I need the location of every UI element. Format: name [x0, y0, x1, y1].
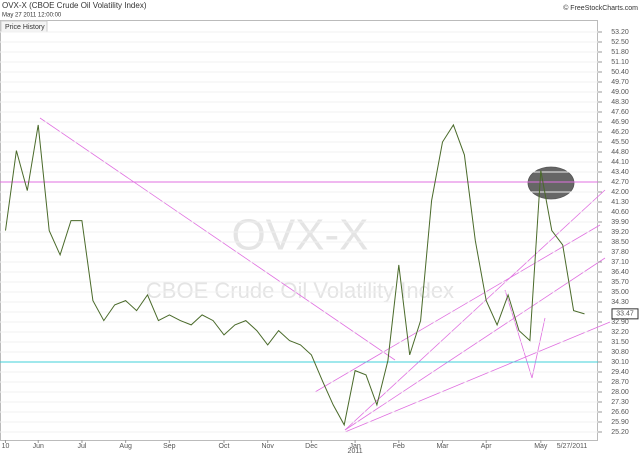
y-tick-label: 46.20 [611, 129, 629, 136]
y-tick-label: 28.70 [611, 379, 629, 386]
watermark: OVX-X [232, 211, 369, 260]
y-tick-label: 43.40 [611, 169, 629, 176]
x-tick-label: Mar [436, 443, 449, 450]
y-tick-label: 50.40 [611, 69, 629, 76]
x-tick-label: May [534, 443, 548, 450]
y-tick-label: 30.80 [611, 349, 629, 356]
y-tick-label: 28.00 [611, 389, 629, 396]
plot-frame [0, 20, 598, 441]
y-tick-label: 37.80 [611, 249, 629, 256]
y-tick-label: 44.10 [611, 159, 629, 166]
y-tick-label: 41.30 [611, 199, 629, 206]
y-tick-label: 51.10 [611, 59, 629, 66]
y-tick-label: 25.90 [611, 419, 629, 426]
y-tick-label: 48.30 [611, 99, 629, 106]
x-tick-label: Dec [305, 443, 318, 450]
x-tick-label: Jan [349, 443, 360, 450]
price-line [5, 123, 585, 427]
y-tick-label: 26.60 [611, 409, 629, 416]
y-tick-label: 29.40 [611, 369, 629, 376]
y-tick-label: 34.30 [611, 299, 629, 306]
y-tick-label: 37.10 [611, 259, 629, 266]
subtitle: May 27 2011 12:00:00 [2, 13, 62, 19]
y-tick-label: 46.90 [611, 119, 629, 126]
year-label: 2011 [348, 448, 363, 453]
y-tick-label: 31.50 [611, 339, 629, 346]
y-tick-label: 32.90 [611, 319, 629, 326]
x-tick-label: Jun [33, 443, 44, 450]
tab-label[interactable]: Price History [5, 24, 45, 31]
y-tick-label: 30.10 [611, 359, 629, 366]
x-tick-label: Apr [481, 443, 493, 450]
y-tick-label: 44.80 [611, 149, 629, 156]
y-tick-label: 39.20 [611, 229, 629, 236]
y-tick-label: 47.60 [611, 109, 629, 116]
y-tick-label: 53.20 [611, 29, 629, 36]
y-tick-label: 42.00 [611, 189, 629, 196]
source: © FreeStockCharts.com [563, 4, 638, 12]
y-tick-label: 35.70 [611, 279, 629, 286]
y-tick-label: 49.70 [611, 79, 629, 86]
y-tick-label: 49.00 [611, 89, 629, 96]
y-tick-label: 42.70 [611, 179, 629, 186]
y-tick-label: 52.50 [611, 39, 629, 46]
y-tick-label: 25.20 [611, 429, 629, 436]
y-tick-label: 45.50 [611, 139, 629, 146]
x-tick-label: Nov [261, 443, 274, 450]
y-tick-label: 36.40 [611, 269, 629, 276]
y-tick-label: 51.80 [611, 49, 629, 56]
y-tick-label: 40.60 [611, 209, 629, 216]
x-tick-label: Aug [119, 443, 132, 450]
y-tick-label: 32.20 [611, 329, 629, 336]
last-value-box [611, 308, 639, 320]
y-tick-label: 27.30 [611, 399, 629, 406]
x-tick-label: Jul [77, 443, 86, 450]
y-tick-label: 39.90 [611, 219, 629, 226]
last-value-label: 33.47 [616, 311, 634, 318]
chart-title: OVX-X (CBOE Crude Oil Volatility Index) [2, 1, 147, 10]
x-tick-label: Feb [393, 443, 405, 450]
y-tick-label: 35.00 [611, 289, 629, 296]
x-tick-label: 10 [2, 443, 10, 450]
x-tick-label: Sep [163, 443, 176, 450]
last-date: 5/27/2011 [557, 443, 588, 450]
y-tick-label: 38.50 [611, 239, 629, 246]
x-tick-label: Oct [219, 443, 230, 450]
